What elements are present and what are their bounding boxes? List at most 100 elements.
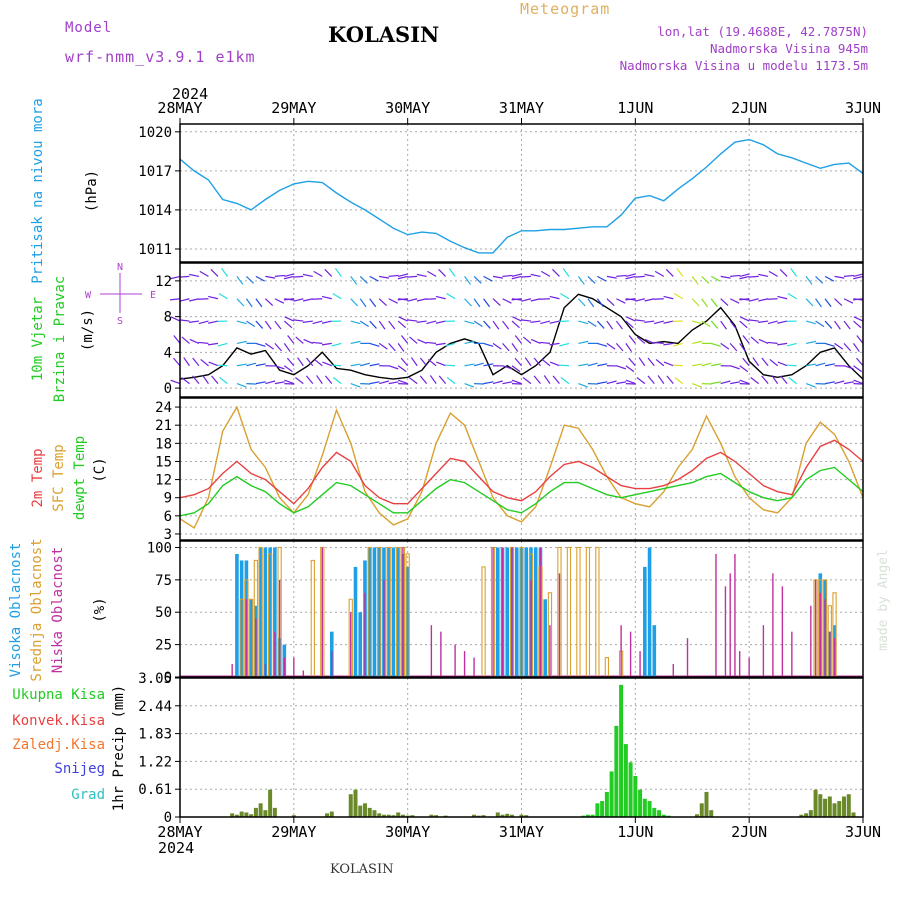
low-cloud-bar bbox=[558, 573, 561, 677]
wind-arrow bbox=[265, 275, 276, 279]
low-cloud-bar bbox=[715, 553, 717, 677]
wind-arrow bbox=[834, 298, 843, 306]
lonlat: lon,lat (19.4688E, 42.7875N) bbox=[657, 24, 868, 39]
y-tick-label: 1.83 bbox=[138, 727, 172, 743]
wind-arrow bbox=[543, 375, 551, 384]
wind-arrow bbox=[183, 357, 190, 367]
wind-arrow bbox=[748, 275, 759, 278]
wind-arrow bbox=[179, 275, 190, 278]
low-cloud-bar bbox=[321, 547, 323, 677]
precip-bar bbox=[638, 789, 643, 817]
wind-arrow bbox=[824, 342, 835, 347]
wind-arrow bbox=[274, 381, 285, 385]
wind-arrow bbox=[198, 341, 209, 344]
low-cloud-bar bbox=[383, 579, 385, 677]
precip-bar bbox=[661, 814, 666, 817]
wind-arrow bbox=[416, 273, 427, 277]
wind-arrow bbox=[492, 380, 503, 385]
wind-arrow bbox=[805, 383, 816, 388]
wind-arrow bbox=[739, 298, 750, 301]
wind-arrow bbox=[853, 275, 864, 280]
low-cloud-bar bbox=[814, 579, 817, 677]
wind-arrow bbox=[236, 298, 245, 307]
precip-bar bbox=[813, 789, 818, 817]
precip-bar bbox=[234, 814, 239, 817]
mid-cloud-bar bbox=[604, 657, 610, 678]
wind-arrow bbox=[435, 342, 446, 346]
model-elevation: Nadmorska Visina u modelu 1173.5m bbox=[619, 58, 868, 73]
wind-arrow bbox=[551, 268, 560, 277]
wind-arrow bbox=[473, 362, 484, 367]
precip-bar bbox=[823, 798, 828, 817]
wind-arrow bbox=[350, 363, 361, 367]
wind-arrow bbox=[843, 274, 855, 277]
wind-arrow bbox=[350, 298, 359, 307]
wind-arrow bbox=[616, 381, 627, 385]
wind-arrow bbox=[692, 340, 703, 344]
wind-arrow bbox=[549, 361, 560, 367]
wind-arrow bbox=[284, 273, 295, 277]
wind-arrow bbox=[302, 320, 313, 323]
wind-arrow bbox=[221, 267, 228, 277]
wind-arrow bbox=[236, 340, 247, 344]
wind-arrow bbox=[587, 362, 598, 367]
low-cloud-bar bbox=[833, 638, 836, 677]
wind-arrow bbox=[435, 320, 446, 324]
wind-arrow bbox=[587, 320, 597, 328]
wind-arrow bbox=[824, 320, 833, 329]
wind-arrow bbox=[255, 381, 266, 385]
wind-arrow bbox=[388, 274, 399, 277]
precip-bar bbox=[595, 803, 600, 817]
wind-arrow bbox=[199, 270, 209, 277]
wind-arrow bbox=[815, 320, 825, 328]
y-tick-label: 1014 bbox=[138, 203, 172, 219]
high-cloud-bar bbox=[372, 547, 377, 677]
low-cloud-bar bbox=[331, 651, 333, 677]
wind-arrow bbox=[530, 298, 541, 302]
wind-arrow bbox=[448, 267, 456, 277]
wind-arrow bbox=[274, 365, 285, 370]
wind-arrow bbox=[274, 298, 285, 304]
precip-bar bbox=[434, 815, 439, 817]
wind-arrow bbox=[408, 377, 418, 385]
wind-arrow bbox=[730, 365, 740, 370]
wind-arrow bbox=[730, 274, 741, 277]
wind-arrow bbox=[173, 357, 181, 367]
wind-arrow bbox=[597, 342, 608, 347]
wind-arrow bbox=[843, 381, 854, 385]
wind-arrow bbox=[388, 365, 399, 370]
wind-arrow bbox=[255, 275, 265, 282]
wind-arrow bbox=[283, 343, 291, 352]
wind-arrow bbox=[473, 275, 482, 284]
wind-arrow bbox=[324, 375, 333, 384]
wind-arrow bbox=[761, 375, 769, 384]
wind-arrow bbox=[255, 363, 266, 367]
wind-arrow bbox=[711, 381, 722, 385]
wind-arrow bbox=[625, 320, 634, 329]
wind-arrow bbox=[805, 363, 817, 367]
y-tick-label: 50 bbox=[155, 605, 172, 621]
wind-arrow bbox=[531, 338, 541, 344]
precip-bar bbox=[353, 789, 358, 817]
wind-arrow bbox=[742, 357, 750, 367]
x-tick-label-top: 31MAY bbox=[499, 99, 544, 117]
wind-arrow bbox=[587, 298, 595, 308]
wind-arrow bbox=[758, 320, 769, 323]
wind-arrow bbox=[729, 320, 737, 330]
wind-arrow bbox=[407, 275, 418, 278]
wind-arrow bbox=[606, 342, 616, 350]
wind-arrow bbox=[359, 320, 369, 328]
wind-arrow bbox=[636, 377, 646, 385]
wind-arrow bbox=[815, 298, 822, 308]
wind-arrow bbox=[407, 298, 418, 302]
compass-e: E bbox=[150, 290, 156, 301]
wind-arrow bbox=[805, 340, 816, 344]
wind-arrow bbox=[436, 361, 446, 367]
wind-arrow bbox=[597, 275, 607, 282]
wind-arrow bbox=[295, 377, 304, 385]
wind-arrow bbox=[322, 361, 332, 367]
wind-arrow bbox=[324, 268, 333, 277]
precip-bar bbox=[362, 803, 367, 817]
pressure-line bbox=[179, 138, 864, 254]
precip-bar bbox=[396, 812, 401, 817]
